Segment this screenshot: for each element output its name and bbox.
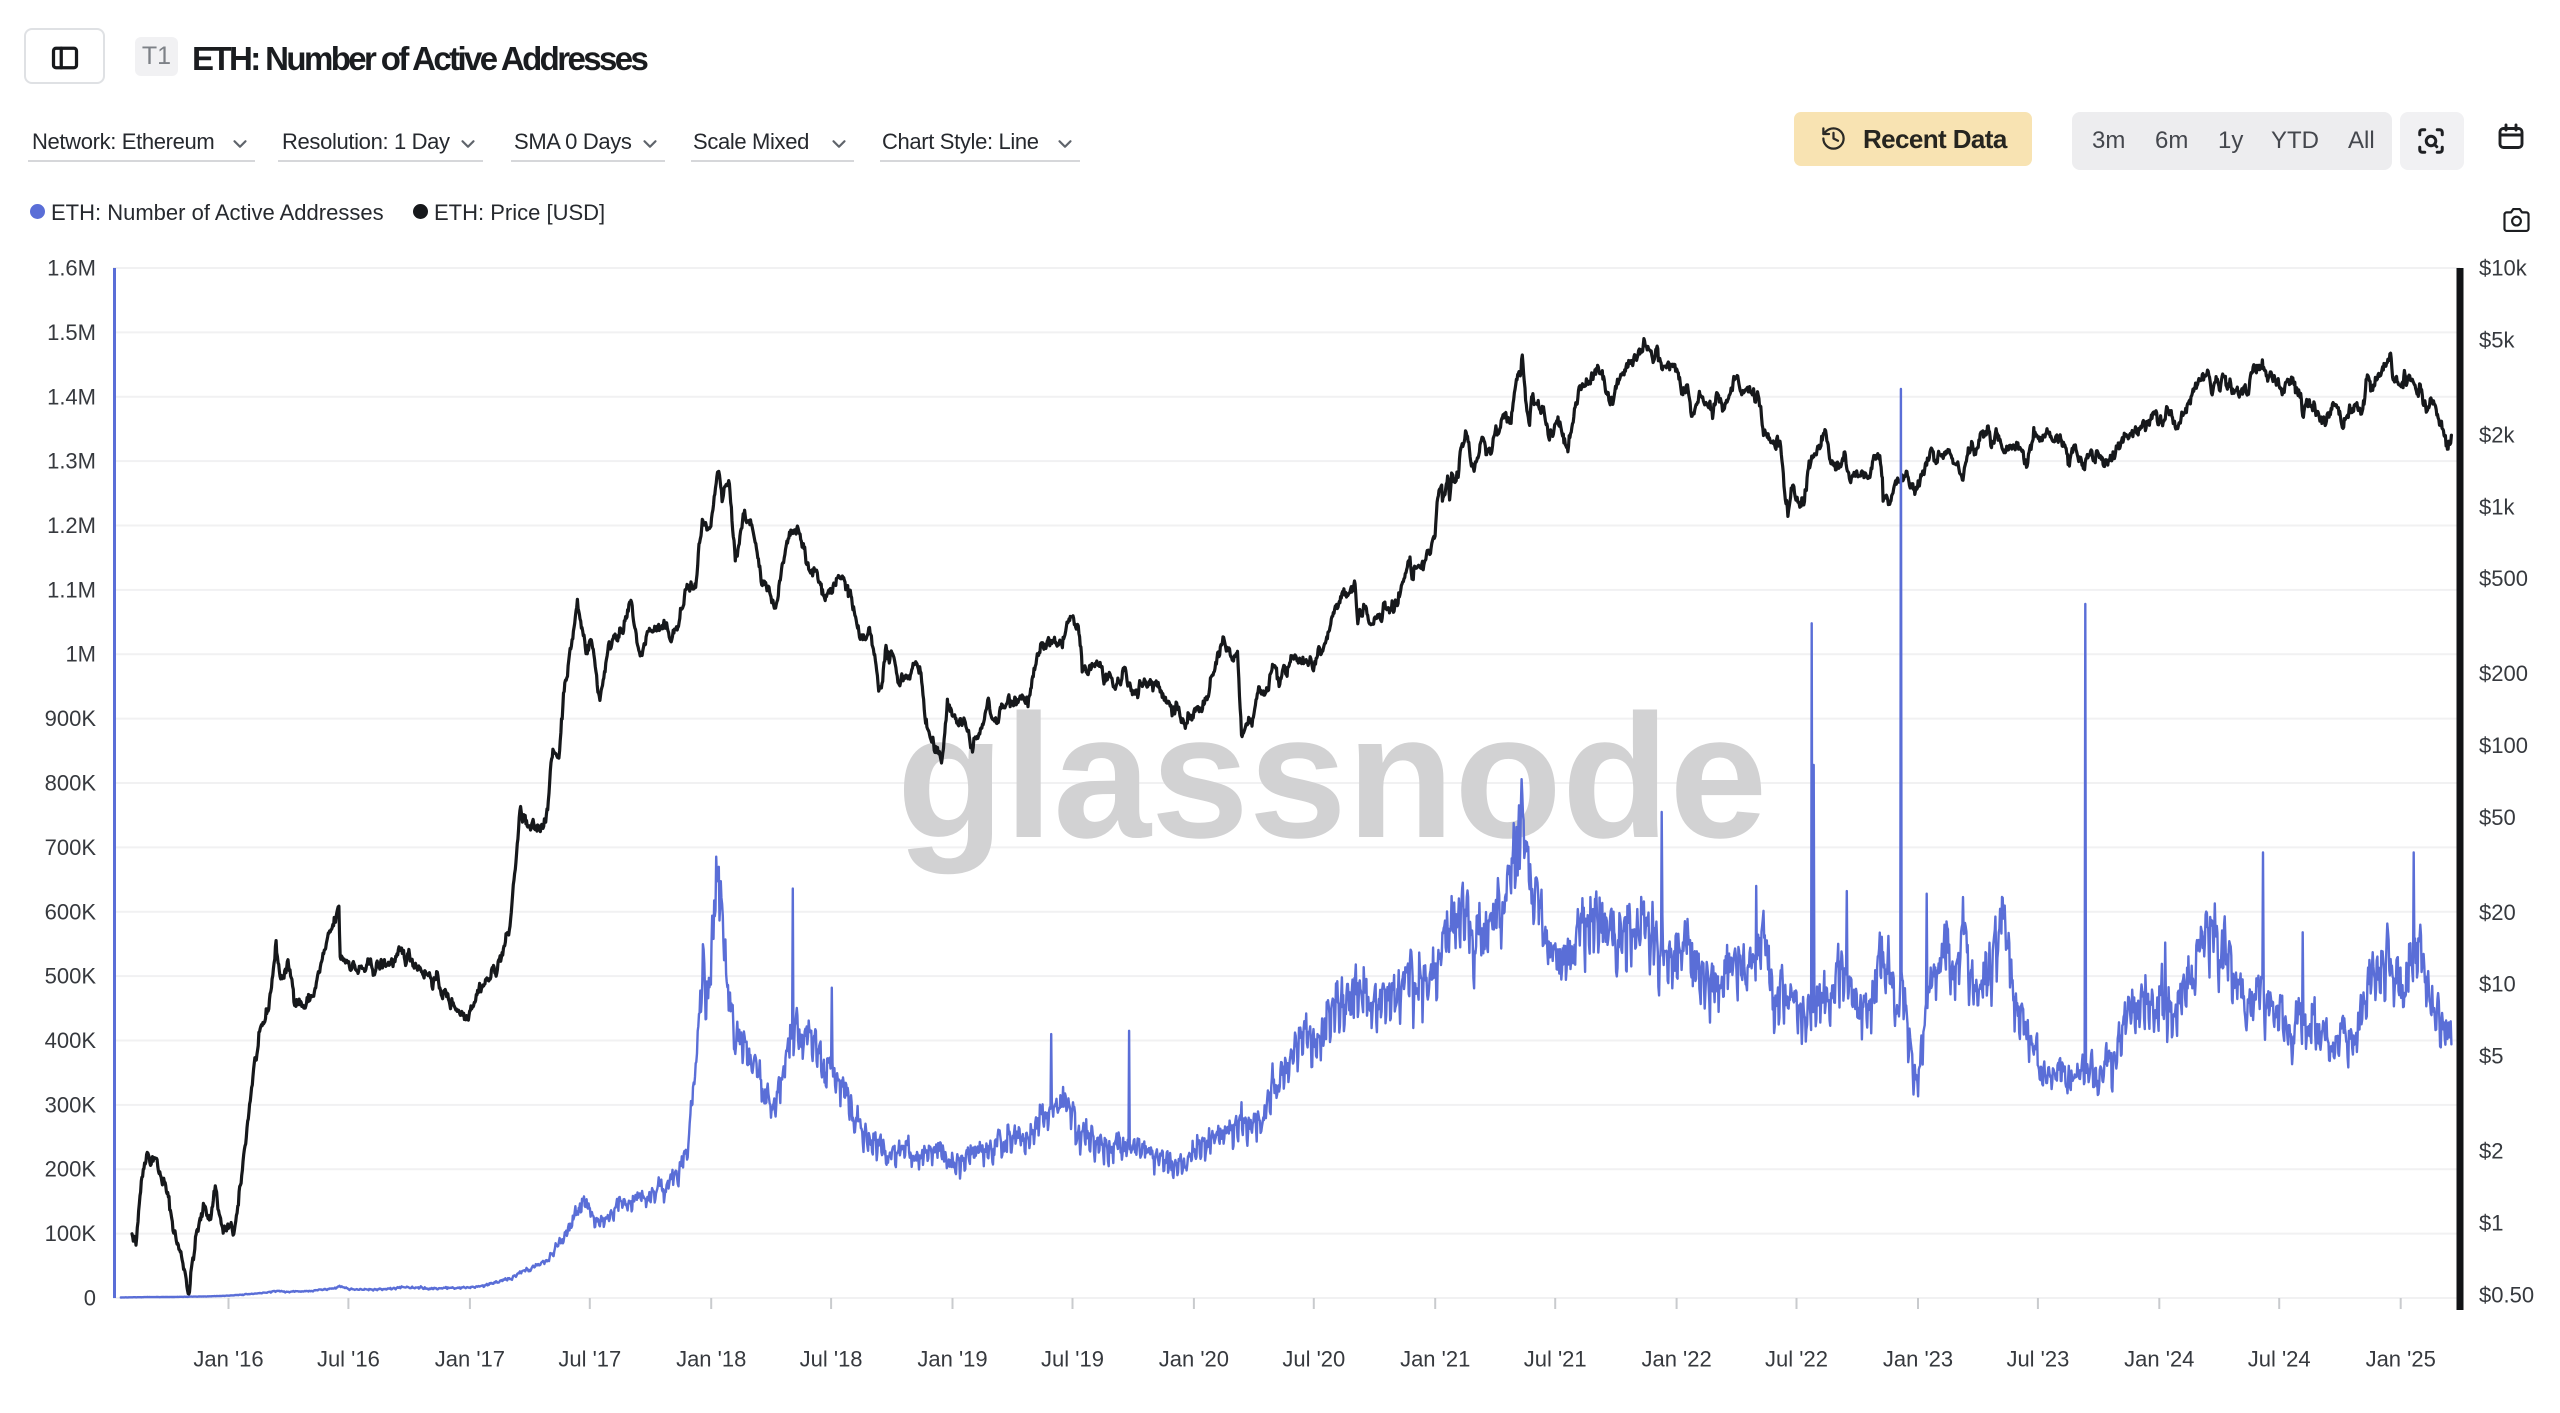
svg-text:1.2M: 1.2M: [47, 513, 96, 538]
svg-text:500K: 500K: [45, 964, 97, 989]
svg-text:Jan '25: Jan '25: [2366, 1347, 2436, 1372]
svg-text:Jul '21: Jul '21: [1524, 1347, 1587, 1372]
svg-text:Jan '23: Jan '23: [1883, 1347, 1953, 1372]
svg-text:Jan '18: Jan '18: [676, 1347, 746, 1372]
svg-text:$5k: $5k: [2479, 327, 2515, 352]
svg-text:$5: $5: [2479, 1044, 2503, 1069]
svg-text:300K: 300K: [45, 1092, 97, 1117]
svg-text:1.1M: 1.1M: [47, 577, 96, 602]
svg-text:Jan '22: Jan '22: [1641, 1347, 1711, 1372]
svg-text:$2k: $2k: [2479, 422, 2515, 447]
svg-text:Jan '19: Jan '19: [917, 1347, 987, 1372]
svg-text:1.4M: 1.4M: [47, 384, 96, 409]
svg-text:$100: $100: [2479, 733, 2528, 758]
svg-text:200K: 200K: [45, 1157, 97, 1182]
svg-text:Jul '18: Jul '18: [800, 1347, 863, 1372]
svg-text:800K: 800K: [45, 771, 97, 796]
svg-text:Jul '20: Jul '20: [1282, 1347, 1345, 1372]
svg-text:$500: $500: [2479, 566, 2528, 591]
svg-text:100K: 100K: [45, 1221, 97, 1246]
svg-text:$1: $1: [2479, 1211, 2503, 1236]
svg-text:1.5M: 1.5M: [47, 320, 96, 345]
svg-text:1.6M: 1.6M: [47, 256, 96, 281]
svg-text:400K: 400K: [45, 1028, 97, 1053]
svg-text:$2: $2: [2479, 1139, 2503, 1164]
svg-text:Jul '16: Jul '16: [317, 1347, 380, 1372]
svg-text:$10: $10: [2479, 972, 2516, 997]
svg-text:$50: $50: [2479, 805, 2516, 830]
svg-text:Jan '17: Jan '17: [435, 1347, 505, 1372]
svg-text:Jan '16: Jan '16: [193, 1347, 263, 1372]
svg-text:Jul '23: Jul '23: [2006, 1347, 2069, 1372]
svg-text:Jan '24: Jan '24: [2124, 1347, 2194, 1372]
svg-text:1.3M: 1.3M: [47, 449, 96, 474]
svg-text:1M: 1M: [65, 642, 96, 667]
svg-text:0: 0: [84, 1286, 96, 1311]
svg-text:600K: 600K: [45, 899, 97, 924]
svg-text:Jul '24: Jul '24: [2248, 1347, 2311, 1372]
svg-text:$0.50: $0.50: [2479, 1282, 2534, 1307]
svg-text:$200: $200: [2479, 661, 2528, 686]
svg-text:$1k: $1k: [2479, 494, 2515, 519]
svg-text:Jan '21: Jan '21: [1400, 1347, 1470, 1372]
svg-text:Jan '20: Jan '20: [1159, 1347, 1229, 1372]
svg-text:700K: 700K: [45, 835, 97, 860]
svg-text:900K: 900K: [45, 706, 97, 731]
svg-text:$20: $20: [2479, 900, 2516, 925]
svg-text:Jul '17: Jul '17: [558, 1347, 621, 1372]
svg-text:glassnode: glassnode: [897, 679, 1767, 875]
svg-text:$10k: $10k: [2479, 256, 2528, 281]
svg-text:Jul '19: Jul '19: [1041, 1347, 1104, 1372]
svg-text:Jul '22: Jul '22: [1765, 1347, 1828, 1372]
